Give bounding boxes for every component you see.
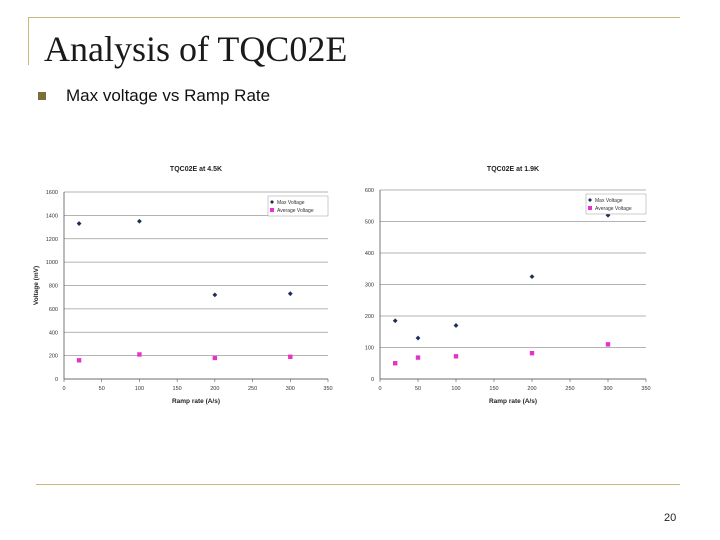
chart-legend: Max Voltage Average Voltage	[267, 195, 329, 217]
x-tick-label: 0	[62, 386, 65, 392]
legend-label: Average Voltage	[595, 206, 632, 212]
chart-legend: Max Voltage Average Voltage	[585, 193, 647, 215]
average-voltage-point	[288, 354, 293, 359]
max-voltage-point	[605, 212, 611, 218]
x-tick-label: 350	[641, 386, 650, 392]
max-voltage-point	[76, 221, 82, 226]
y-tick-label: 800	[49, 284, 58, 290]
average-voltage-point	[212, 355, 218, 361]
x-tick-label: 50	[415, 386, 421, 392]
x-tick-label: 100	[451, 386, 460, 392]
legend-label: Max Voltage	[595, 198, 623, 204]
y-tick-label: 400	[49, 330, 58, 336]
chart-1-9k: TQC02E at 1.9K 0 100 200 300 400 500 600 0 50 100 1…	[365, 166, 651, 405]
max-voltage-point	[453, 323, 459, 328]
y-tick-label: 1000	[46, 260, 58, 266]
legend-box	[585, 193, 647, 215]
x-tick-label: 250	[248, 386, 257, 392]
x-tick-label: 50	[99, 386, 105, 392]
page-number: 20	[664, 512, 677, 524]
average-voltage-point	[415, 355, 421, 360]
x-tick-label: 300	[603, 386, 612, 392]
max-voltage-point	[212, 292, 218, 298]
top-frame-line	[28, 17, 680, 18]
average-voltage-point	[453, 354, 459, 359]
bullet-point: Max voltage vs Ramp Rate	[38, 86, 270, 106]
x-tick-label: 0	[378, 386, 381, 392]
y-tick-label: 600	[365, 188, 374, 194]
y-tick-label: 0	[55, 377, 58, 383]
average-voltage-point	[605, 342, 611, 347]
y-axis-label: Voltage (mV)	[33, 266, 40, 305]
average-voltage-point	[137, 352, 142, 357]
x-tick-label: 200	[527, 386, 536, 392]
max-voltage-point	[392, 318, 398, 324]
average-voltage-point	[393, 361, 398, 366]
bullet-text: Max voltage vs Ramp Rate	[66, 86, 271, 105]
y-tick-label: 1200	[46, 237, 58, 243]
legend-square-marker-icon	[270, 208, 274, 212]
y-tick-label: 0	[371, 377, 374, 383]
chart-title: TQC02E at 4.5K	[170, 166, 222, 173]
x-tick-label: 350	[323, 386, 332, 392]
y-tick-label: 1400	[46, 213, 58, 219]
x-axis-label: Ramp rate (A/s)	[172, 398, 220, 405]
legend-label: Max Voltage	[277, 200, 305, 206]
y-tick-label: 100	[365, 346, 374, 352]
x-tick-label: 150	[173, 386, 182, 392]
y-tick-label: 500	[365, 220, 374, 226]
y-tick-label: 600	[49, 307, 58, 313]
x-tick-label: 200	[210, 386, 219, 392]
square-bullet-icon	[38, 92, 46, 100]
x-axis-label: Ramp rate (A/s)	[489, 398, 537, 405]
legend-box	[267, 195, 329, 217]
y-tick-label: 1600	[46, 190, 58, 196]
average-voltage-point	[529, 350, 535, 356]
max-voltage-point	[287, 291, 293, 297]
y-tick-label: 300	[365, 283, 374, 289]
chart-title: TQC02E at 1.9K	[487, 166, 539, 173]
x-tick-label: 100	[135, 386, 144, 392]
y-tick-label: 400	[365, 251, 374, 257]
legend-diamond-marker-icon	[588, 198, 592, 202]
max-voltage-point	[529, 274, 535, 280]
y-tick-label: 200	[365, 314, 374, 320]
x-tick-label: 300	[286, 386, 295, 392]
left-frame-line	[28, 17, 29, 65]
x-tick-label: 150	[489, 386, 498, 392]
average-voltage-point	[76, 358, 82, 363]
y-tick-label: 200	[49, 354, 58, 360]
chart-4-5k: TQC02E at 4.5K02004006008001000120014001…	[33, 166, 333, 405]
legend-square-marker-icon	[588, 206, 592, 210]
legend-diamond-marker-icon	[270, 200, 274, 204]
legend-label: Average Voltage	[277, 208, 314, 214]
bottom-frame-line	[36, 484, 680, 485]
slide-title: Analysis of TQC02E	[44, 29, 348, 69]
x-tick-label: 250	[565, 386, 574, 392]
max-voltage-point	[415, 335, 421, 341]
max-voltage-point	[137, 218, 142, 224]
